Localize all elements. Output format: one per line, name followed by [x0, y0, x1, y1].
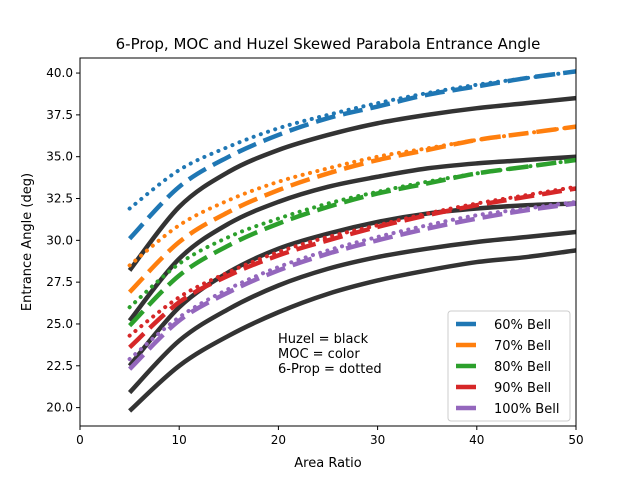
series-moc-line-1	[127, 69, 576, 241]
x-axis: 0 10 20 30 40 50	[76, 426, 584, 447]
x-tick-label: 30	[370, 433, 385, 447]
legend: 60% Bell 70% Bell 80% Bell 90% Bell 100% Bel…	[447, 310, 571, 422]
legend-label: 80% Bell	[494, 360, 551, 375]
plot-frame	[79, 57, 577, 427]
y-tick-label: 22.5	[46, 359, 73, 373]
series-6prop-line-4	[127, 184, 576, 338]
y-tick-label: 20.0	[46, 401, 73, 415]
series-moc-line-2	[127, 124, 576, 294]
y-tick-label: 37.5	[46, 108, 73, 122]
legend-box	[447, 310, 571, 422]
x-tick-label: 0	[76, 433, 84, 447]
legend-label: 90% Bell	[494, 381, 551, 396]
chart-title: 6-Prop, MOC and Huzel Skewed Parabola En…	[116, 35, 541, 53]
series-6prop-line-2	[127, 124, 576, 268]
x-tick-label: 10	[172, 433, 187, 447]
series-moc-line-4	[128, 186, 576, 350]
series-huzel-line-2	[127, 154, 576, 323]
annotation-line: Huzel = black	[278, 332, 369, 347]
series-huzel-line-4	[127, 229, 576, 395]
y-tick-label: 32.5	[46, 192, 73, 206]
series-6prop-line-1	[127, 69, 576, 211]
y-tick-label: 40.0	[46, 66, 73, 80]
y-tick-label: 25.0	[46, 317, 73, 331]
y-tick-label: 27.5	[46, 275, 73, 289]
legend-label: 70% Bell	[494, 339, 551, 354]
y-axis: 20.0 22.5 25.0 27.5 30.0 32.5 35.0 37.5 40.0	[46, 66, 80, 415]
series-6prop-line-3	[127, 158, 576, 310]
series-6prop-line-5	[127, 199, 576, 362]
series-layer	[127, 69, 576, 413]
legend-label: 60% Bell	[494, 318, 551, 333]
legend-label: 100% Bell	[494, 402, 559, 417]
annotation-line: MOC = color	[278, 347, 360, 362]
x-tick-label: 20	[271, 433, 286, 447]
y-axis-label: Entrance Angle (deg)	[20, 173, 35, 311]
series-huzel-line-5	[128, 248, 576, 413]
x-tick-label: 40	[469, 433, 484, 447]
y-tick-label: 30.0	[46, 233, 73, 247]
series-moc-line-5	[128, 201, 576, 371]
x-tick-label: 50	[568, 433, 583, 447]
y-tick-label: 35.0	[46, 150, 73, 164]
series-huzel-line-1	[127, 95, 576, 272]
annotation-line: 6-Prop = dotted	[278, 362, 382, 377]
x-axis-label: Area Ratio	[294, 456, 361, 471]
